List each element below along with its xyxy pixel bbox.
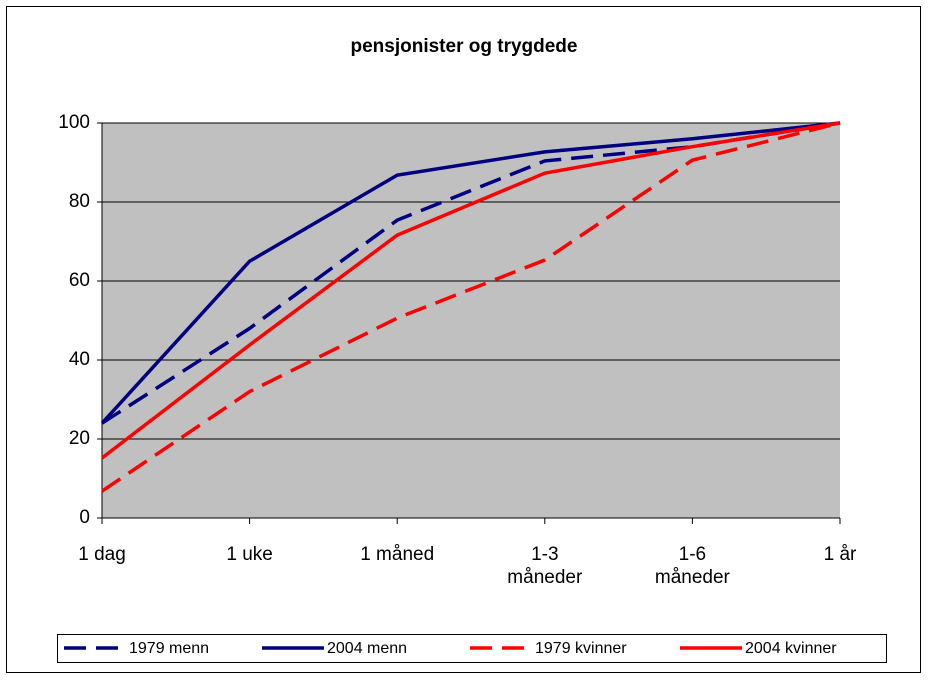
series-line (100, 121, 841, 425)
x-tick-label: 1 måned (360, 544, 435, 565)
x-tick-label: 1-3 måneder (507, 544, 583, 588)
x-tick-label: 1 dag (78, 544, 126, 565)
x-tick-label: 1-6 måneder (654, 544, 730, 588)
x-tick-label: 1 uke (226, 544, 273, 565)
series-line (100, 121, 841, 460)
plot-area (102, 123, 840, 518)
legend-label: 1979 kvinner (535, 640, 627, 657)
y-tick-label: 80 (69, 191, 90, 212)
legend-label: 2004 kvinner (745, 640, 837, 657)
y-tick-label: 100 (58, 112, 90, 133)
series-line (101, 121, 841, 493)
legend-label: 2004 menn (327, 640, 407, 657)
legend-label: 1979 menn (129, 640, 209, 657)
chart-title: pensjonister og trygdede (351, 36, 578, 57)
y-tick-label: 20 (69, 428, 90, 449)
y-tick-label: 40 (69, 349, 90, 370)
y-tick-label: 60 (69, 270, 90, 291)
y-tick-label: 0 (79, 507, 90, 528)
x-tick-label: 1 år (823, 544, 857, 565)
